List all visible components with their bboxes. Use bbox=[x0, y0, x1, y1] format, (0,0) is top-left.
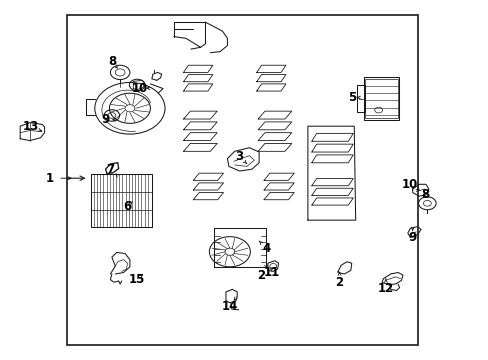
Text: 6: 6 bbox=[123, 201, 131, 213]
Text: 8: 8 bbox=[420, 188, 428, 201]
Text: 9: 9 bbox=[101, 113, 109, 126]
Text: 7: 7 bbox=[106, 163, 114, 176]
Text: 9: 9 bbox=[408, 231, 416, 244]
Text: 14: 14 bbox=[221, 300, 238, 313]
Bar bbox=[66, 15, 417, 345]
Text: 10: 10 bbox=[131, 82, 147, 95]
Text: 1: 1 bbox=[45, 172, 53, 185]
Text: 11: 11 bbox=[263, 266, 279, 279]
Text: 10: 10 bbox=[401, 178, 418, 191]
Text: 8: 8 bbox=[108, 55, 117, 68]
Bar bbox=[365, 79, 397, 118]
Text: 2: 2 bbox=[335, 276, 343, 289]
Circle shape bbox=[125, 105, 135, 112]
Text: 3: 3 bbox=[235, 150, 243, 163]
Bar bbox=[91, 174, 152, 227]
Text: 4: 4 bbox=[262, 242, 270, 255]
Bar bbox=[363, 77, 398, 120]
Text: 13: 13 bbox=[23, 121, 39, 134]
Text: 12: 12 bbox=[377, 282, 393, 295]
Bar bbox=[356, 85, 365, 112]
Text: 5: 5 bbox=[347, 91, 355, 104]
Text: 2: 2 bbox=[257, 269, 265, 282]
Text: 15: 15 bbox=[129, 273, 145, 286]
